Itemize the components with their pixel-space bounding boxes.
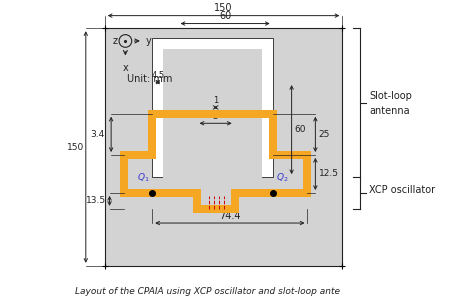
Text: 13.5: 13.5 <box>86 196 106 205</box>
Text: z: z <box>112 36 118 46</box>
Text: Slot-loop: Slot-loop <box>369 92 412 101</box>
Text: 60: 60 <box>219 11 231 21</box>
Text: 4.5: 4.5 <box>151 71 164 80</box>
Bar <box>192 189 201 197</box>
Bar <box>148 151 156 159</box>
Bar <box>120 155 128 193</box>
Bar <box>120 189 128 197</box>
Bar <box>303 151 311 159</box>
Text: Layout of the CPAIA using XCP oscillator and slot-loop ante: Layout of the CPAIA using XCP oscillator… <box>75 287 340 296</box>
Bar <box>192 205 201 213</box>
Bar <box>231 189 238 197</box>
Text: $\mathit{Q}_2$: $\mathit{Q}_2$ <box>276 171 288 184</box>
Bar <box>303 189 311 197</box>
Text: 1: 1 <box>213 96 218 105</box>
Bar <box>192 193 201 209</box>
Text: 3.4: 3.4 <box>91 130 105 139</box>
Bar <box>235 189 308 197</box>
Bar <box>164 49 262 166</box>
Text: antenna: antenna <box>369 106 410 116</box>
Bar <box>164 163 262 180</box>
Text: 74.4: 74.4 <box>219 211 241 221</box>
Text: 5: 5 <box>213 112 219 121</box>
Bar <box>124 151 152 159</box>
Bar <box>269 114 277 155</box>
Bar <box>148 110 156 118</box>
Bar <box>120 151 128 159</box>
Bar <box>231 205 238 213</box>
Bar <box>152 110 273 118</box>
Bar <box>164 165 262 179</box>
Text: 150: 150 <box>214 3 233 13</box>
Bar <box>105 28 342 266</box>
Bar <box>303 155 311 193</box>
Bar <box>152 38 273 177</box>
Text: Unit: mm: Unit: mm <box>127 74 173 84</box>
Bar <box>124 189 197 197</box>
Bar <box>148 114 156 155</box>
Text: x: x <box>122 63 128 73</box>
Text: 12.5: 12.5 <box>319 169 338 178</box>
Text: XCP oscillator: XCP oscillator <box>369 185 435 195</box>
Bar <box>269 110 277 118</box>
Text: 150: 150 <box>67 143 84 152</box>
Text: 60: 60 <box>295 125 306 134</box>
Bar <box>231 193 238 209</box>
Bar <box>269 151 277 159</box>
Text: $\mathit{Q}_1$: $\mathit{Q}_1$ <box>137 171 149 184</box>
Bar <box>273 151 308 159</box>
Text: 25: 25 <box>319 130 330 139</box>
Text: y: y <box>146 36 152 46</box>
Bar <box>197 205 235 213</box>
